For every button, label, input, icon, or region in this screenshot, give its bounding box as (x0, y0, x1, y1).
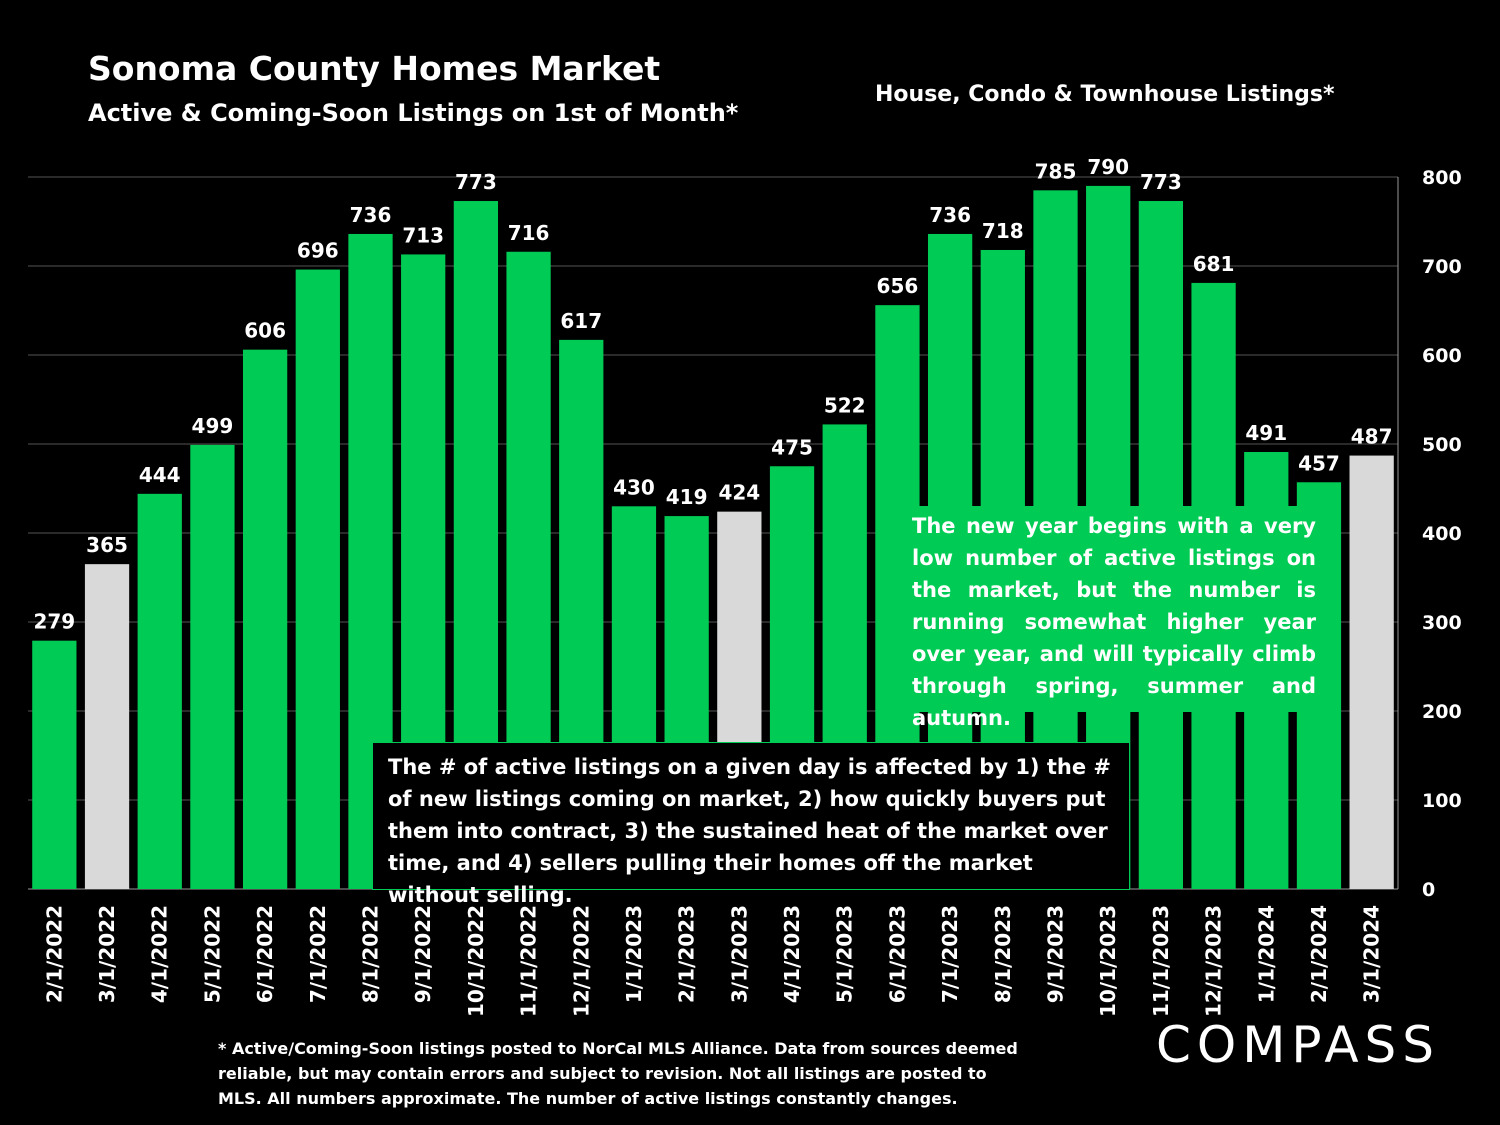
x-tick-label: 8/1/2022 (359, 905, 383, 1003)
y-tick-label: 700 (1422, 256, 1462, 278)
x-tick-label: 1/1/2023 (622, 905, 646, 1003)
chart-subtitle: Active & Coming-Soon Listings on 1st of … (88, 99, 739, 127)
value-label: 419 (666, 485, 708, 509)
value-label: 681 (1193, 252, 1235, 276)
value-label: 773 (1140, 170, 1182, 194)
x-tick-label: 2/1/2022 (42, 905, 66, 1003)
value-label: 716 (508, 221, 550, 245)
x-tick-label: 11/1/2023 (1149, 905, 1173, 1017)
annotation: The new year begins with a very low numb… (900, 506, 1328, 730)
y-tick-label: 0 (1422, 879, 1435, 901)
x-tick-label: 5/1/2023 (833, 905, 857, 1003)
y-tick-label: 400 (1422, 523, 1462, 545)
x-tick-label: 11/1/2022 (517, 905, 541, 1017)
bar (137, 493, 182, 889)
x-tick-label: 4/1/2022 (148, 905, 172, 1003)
x-tick-label: 3/1/2023 (727, 905, 751, 1003)
y-tick-label: 600 (1422, 345, 1462, 367)
value-label: 457 (1298, 451, 1340, 475)
x-tick-label: 10/1/2023 (1096, 905, 1120, 1017)
value-label: 736 (350, 203, 392, 227)
x-tick-label: 7/1/2022 (306, 905, 330, 1003)
bar (84, 564, 130, 889)
footnote: * Active/Coming-Soon listings posted to … (218, 1039, 1018, 1108)
value-label: 617 (560, 309, 602, 333)
y-tick-label: 200 (1422, 701, 1462, 723)
value-label: 475 (771, 435, 813, 459)
y-tick-label: 300 (1422, 612, 1462, 634)
x-tick-label: 12/1/2023 (1202, 905, 1226, 1017)
value-label: 718 (982, 219, 1024, 243)
value-label: 736 (929, 203, 971, 227)
x-tick-label: 1/1/2024 (1254, 905, 1278, 1003)
x-tick-label: 7/1/2023 (938, 905, 962, 1003)
value-label: 713 (402, 223, 444, 247)
value-label: 279 (33, 610, 75, 634)
logo: COMPASS (1156, 1016, 1440, 1074)
value-label: 424 (718, 481, 760, 505)
chart-title: Sonoma County Homes Market (88, 49, 660, 88)
x-tick-label: 5/1/2022 (200, 905, 224, 1003)
x-tick-label: 8/1/2023 (991, 905, 1015, 1003)
x-tick-label: 10/1/2022 (464, 905, 488, 1017)
value-label: 606 (244, 319, 286, 343)
value-label: 773 (455, 170, 497, 194)
legend-label: House, Condo & Townhouse Listings* (875, 82, 1335, 107)
bar (1349, 455, 1394, 889)
value-label: 656 (877, 274, 919, 298)
annotation: The # of active listings on a given day … (372, 742, 1130, 907)
value-label: 444 (139, 463, 181, 487)
value-label: 522 (824, 393, 866, 417)
value-label: 487 (1351, 425, 1393, 449)
value-label: 365 (86, 533, 128, 557)
x-tick-label: 9/1/2023 (1044, 905, 1068, 1003)
bar (242, 349, 288, 889)
y-tick-label: 800 (1422, 167, 1462, 189)
bar (295, 269, 340, 889)
x-tick-label: 3/1/2022 (95, 905, 119, 1003)
value-label: 499 (192, 414, 234, 438)
x-tick-label: 6/1/2022 (253, 905, 277, 1003)
value-label: 430 (613, 475, 655, 499)
y-tick-label: 100 (1422, 790, 1462, 812)
value-label: 785 (1035, 159, 1077, 183)
y-tick-label: 500 (1422, 434, 1462, 456)
x-tick-label: 2/1/2023 (675, 905, 699, 1003)
x-tick-label: 9/1/2022 (411, 905, 435, 1003)
bar (32, 640, 77, 889)
x-tick-label: 3/1/2024 (1360, 905, 1384, 1003)
value-label: 790 (1087, 155, 1129, 179)
bar (190, 444, 235, 889)
x-tick-label: 12/1/2022 (569, 905, 593, 1017)
x-tick-label: 6/1/2023 (885, 905, 909, 1003)
value-label: 696 (297, 239, 339, 263)
value-label: 491 (1245, 421, 1287, 445)
x-tick-label: 2/1/2024 (1307, 905, 1331, 1003)
x-tick-label: 4/1/2023 (780, 905, 804, 1003)
